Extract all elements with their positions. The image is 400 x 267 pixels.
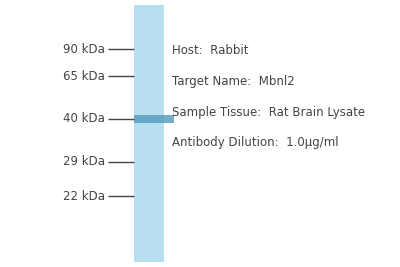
Text: 22 kDa: 22 kDa	[63, 190, 105, 203]
Text: Sample Tissue:  Rat Brain Lysate: Sample Tissue: Rat Brain Lysate	[172, 106, 365, 119]
Text: 90 kDa: 90 kDa	[63, 43, 105, 56]
Text: Host:  Rabbit: Host: Rabbit	[172, 44, 248, 57]
Text: 29 kDa: 29 kDa	[63, 155, 105, 168]
Bar	[134, 5, 164, 262]
Text: Antibody Dilution:  1.0µg/ml: Antibody Dilution: 1.0µg/ml	[172, 136, 339, 149]
Text: 40 kDa: 40 kDa	[63, 112, 105, 125]
Text: 65 kDa: 65 kDa	[63, 70, 105, 83]
Bar	[134, 115, 174, 123]
Text: Target Name:  Mbnl2: Target Name: Mbnl2	[172, 75, 295, 88]
